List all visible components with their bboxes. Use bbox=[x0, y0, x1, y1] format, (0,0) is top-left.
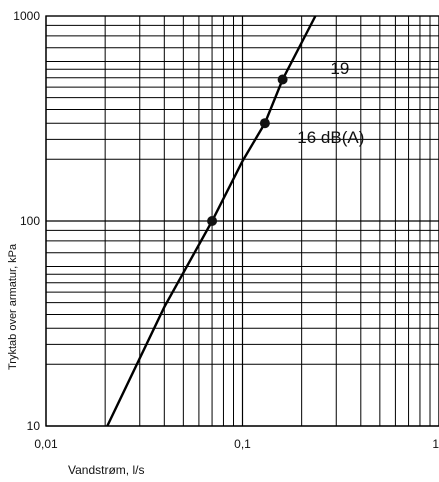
annotation-layer: 19 16 dB(A) bbox=[297, 59, 364, 147]
data-point bbox=[259, 118, 270, 129]
y-tick-label: 1000 bbox=[13, 9, 40, 23]
annotation-label: 19 bbox=[330, 59, 349, 78]
annotation-label: 16 dB(A) bbox=[297, 128, 364, 147]
x-tick-label: 1 bbox=[432, 437, 439, 451]
tick-label-layer: 0,01 0,1 1 10 100 1000 bbox=[13, 9, 439, 451]
y-tick-label: 100 bbox=[20, 214, 40, 228]
x-tick-label: 0,1 bbox=[234, 437, 251, 451]
x-tick-label: 0,01 bbox=[34, 437, 58, 451]
data-point bbox=[207, 216, 218, 226]
data-point bbox=[277, 74, 288, 85]
plot-frame bbox=[45, 15, 439, 427]
marker-layer bbox=[207, 74, 288, 226]
grid bbox=[45, 16, 439, 427]
x-axis-label: Vandstrøm, l/s bbox=[68, 463, 144, 477]
y-tick-label: 10 bbox=[27, 419, 41, 433]
y-axis-label: Tryktab over armatur, kPa bbox=[7, 243, 19, 370]
